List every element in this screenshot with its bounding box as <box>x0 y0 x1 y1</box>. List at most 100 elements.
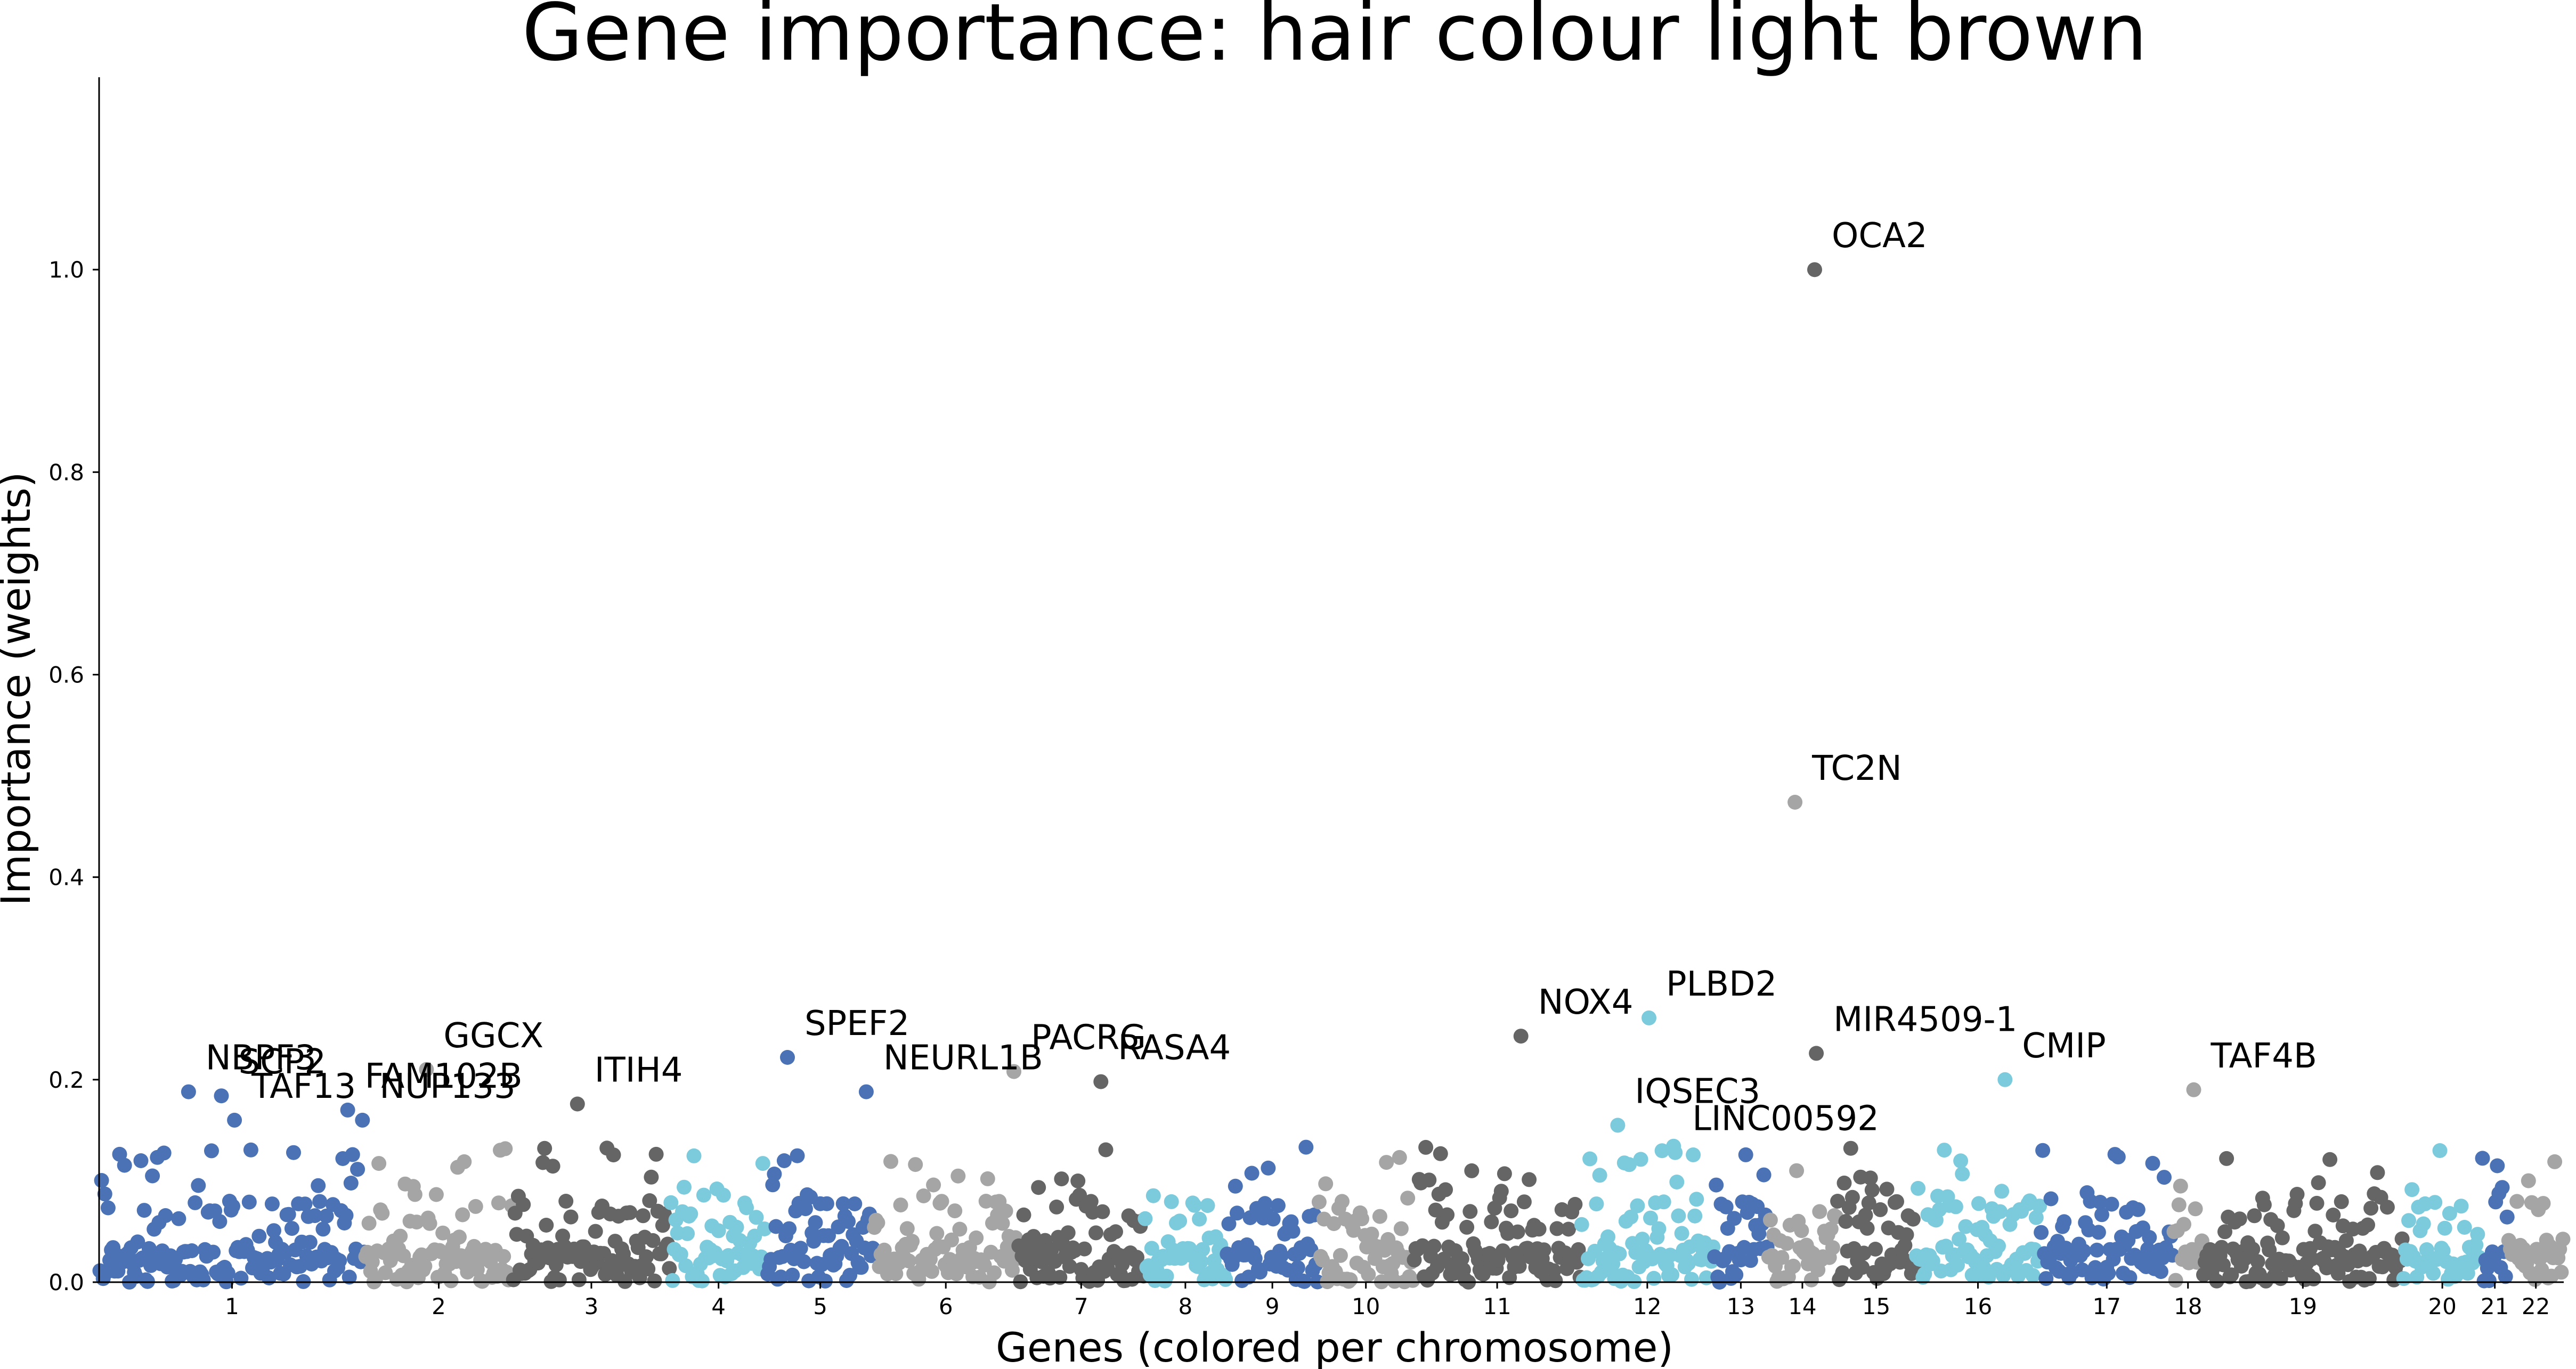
gene-point <box>2404 1182 2420 1197</box>
gene-label-taf4b: TAF4B <box>2211 1037 2317 1076</box>
gene-point <box>1510 1224 1525 1240</box>
x-tick-label-chr6: 6 <box>939 1293 953 1319</box>
gene-point <box>1335 1194 1350 1209</box>
gene-point <box>821 1228 836 1243</box>
y-tick-label: 0.4 <box>48 865 84 891</box>
gene-point <box>642 1193 657 1208</box>
gene-point <box>2338 1233 2354 1248</box>
gene-point <box>1531 1221 1547 1237</box>
gene-point <box>311 1178 326 1193</box>
gene-point <box>1379 1155 1394 1170</box>
gene-point <box>665 1273 680 1288</box>
chart-title: Gene importance: hair colour light brown <box>522 0 2148 78</box>
gene-point <box>1812 1204 1827 1219</box>
gene-point <box>1835 1265 1850 1281</box>
x-tick-label-chr4: 4 <box>711 1293 726 1319</box>
gene-point <box>711 1223 726 1238</box>
gene-point <box>491 1195 506 1211</box>
gene-point <box>2176 1217 2191 1232</box>
gene-point <box>1361 1267 1376 1282</box>
gene-point <box>952 1221 968 1237</box>
gene-point <box>1462 1204 1478 1219</box>
gene-point <box>2094 1207 2109 1223</box>
gene-point <box>716 1187 731 1203</box>
gene-point <box>883 1154 898 1169</box>
gene-point <box>233 1270 249 1286</box>
gene-point <box>987 1265 1002 1281</box>
gene-point <box>1159 1268 1174 1284</box>
gene-point <box>345 1147 360 1162</box>
gene-point <box>2426 1266 2441 1281</box>
gene-point <box>2057 1214 2072 1229</box>
gene-point <box>455 1207 470 1223</box>
gene-point <box>409 1215 424 1230</box>
gene-point <box>1428 1202 1443 1218</box>
gene-point <box>1622 1157 1637 1172</box>
gene-point <box>640 1261 656 1277</box>
gene-point <box>571 1272 587 1287</box>
gene-point <box>1433 1146 1448 1161</box>
gene-point <box>1221 1216 1237 1232</box>
gene-point <box>241 1194 257 1210</box>
gene-point <box>156 1145 172 1161</box>
gene-point <box>893 1197 908 1213</box>
gene-point <box>378 1265 393 1281</box>
gene-point <box>2232 1211 2247 1227</box>
gene-point <box>798 1201 813 1217</box>
gene-point <box>1911 1180 1926 1196</box>
gene-point <box>2171 1197 2187 1212</box>
gene-point <box>435 1225 451 1241</box>
gene-point <box>793 1241 808 1256</box>
gene-point <box>1633 1152 1648 1167</box>
gene-label-tc2n: TC2N <box>1811 749 1902 788</box>
gene-point <box>1718 1199 1734 1215</box>
gene-point <box>1971 1196 1986 1211</box>
gene-point-taf13 <box>227 1112 242 1128</box>
gene-point <box>876 1242 892 1258</box>
gene-point <box>686 1148 702 1163</box>
x-tick-label-chr8: 8 <box>1179 1293 1193 1319</box>
gene-point <box>905 1234 920 1249</box>
gene-point <box>924 1264 939 1279</box>
gene-label-linc00592: LINC00592 <box>1692 1099 1879 1139</box>
gene-point <box>286 1145 301 1160</box>
gene-point <box>2311 1175 2326 1191</box>
gene-point <box>796 1254 811 1269</box>
gene-point <box>1864 1183 1880 1198</box>
gene-point <box>1991 1238 2006 1253</box>
gene-point <box>657 1207 672 1222</box>
gene-point <box>184 1243 199 1258</box>
gene-point <box>1856 1245 1872 1261</box>
gene-point <box>1925 1253 1940 1269</box>
gene-point <box>422 1216 437 1231</box>
gene-point-mir4509-1 <box>1809 1046 1824 1061</box>
gene-point <box>2416 1216 2431 1232</box>
x-tick-label-chr3: 3 <box>584 1293 599 1319</box>
y-tick-label: 0.0 <box>48 1269 84 1295</box>
gene-point <box>1426 1238 1442 1254</box>
gene-point <box>950 1168 966 1184</box>
gene-point <box>361 1216 377 1231</box>
gene-point <box>2481 1273 2497 1289</box>
gene-point <box>1438 1182 1453 1197</box>
gene-point <box>2142 1230 2157 1245</box>
x-tick-label-chr15: 15 <box>1862 1293 1890 1319</box>
gene-point <box>1567 1196 1583 1212</box>
gene-point <box>683 1206 698 1221</box>
gene-point <box>2360 1217 2375 1233</box>
gene-point <box>2153 1264 2168 1280</box>
gene-point <box>1756 1167 1771 1183</box>
gene-point <box>117 1158 132 1173</box>
gene-point <box>100 1200 116 1216</box>
gene-point <box>899 1221 915 1236</box>
gene-point <box>1062 1259 1077 1274</box>
gene-point <box>338 1208 354 1223</box>
gene-point <box>2306 1271 2321 1286</box>
gene-point <box>835 1196 851 1211</box>
gene-point <box>1164 1194 1179 1209</box>
gene-point <box>648 1146 664 1162</box>
gene-point <box>1612 1246 1627 1261</box>
gene-point <box>2274 1230 2290 1245</box>
gene-point <box>729 1219 744 1235</box>
